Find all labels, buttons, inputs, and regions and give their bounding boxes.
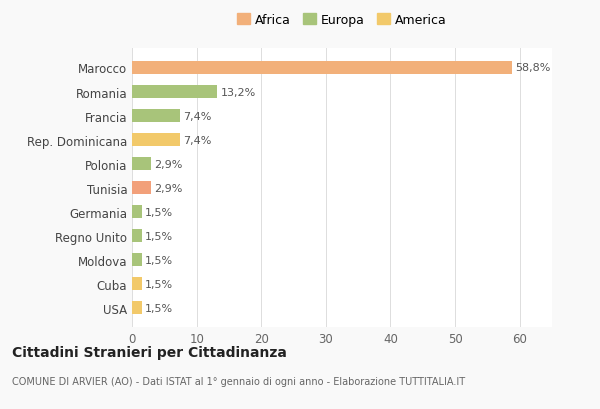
Bar (132, 110, 180, 123)
Bar (132, 157, 151, 171)
Legend: Africa, Europa, America: Africa, Europa, America (234, 10, 450, 31)
Bar (132, 229, 142, 243)
Text: Cittadini Stranieri per Cittadinanza: Cittadini Stranieri per Cittadinanza (12, 346, 287, 360)
Text: 2,9%: 2,9% (154, 159, 182, 169)
Text: 1,5%: 1,5% (145, 231, 173, 241)
Text: 1,5%: 1,5% (145, 207, 173, 217)
Bar (132, 301, 142, 315)
Bar (132, 62, 512, 75)
Text: 13,2%: 13,2% (221, 87, 256, 97)
Text: 7,4%: 7,4% (183, 111, 211, 121)
Text: 58,8%: 58,8% (515, 63, 551, 73)
Text: 7,4%: 7,4% (183, 135, 211, 145)
Bar (132, 254, 142, 267)
Bar (132, 205, 142, 219)
Bar (132, 86, 217, 99)
Text: 1,5%: 1,5% (145, 279, 173, 289)
Text: 2,9%: 2,9% (154, 183, 182, 193)
Bar (132, 134, 180, 147)
Bar (132, 277, 142, 290)
Text: 1,5%: 1,5% (145, 303, 173, 313)
Text: 1,5%: 1,5% (145, 255, 173, 265)
Bar (132, 182, 151, 195)
Text: COMUNE DI ARVIER (AO) - Dati ISTAT al 1° gennaio di ogni anno - Elaborazione TUT: COMUNE DI ARVIER (AO) - Dati ISTAT al 1°… (12, 376, 465, 386)
